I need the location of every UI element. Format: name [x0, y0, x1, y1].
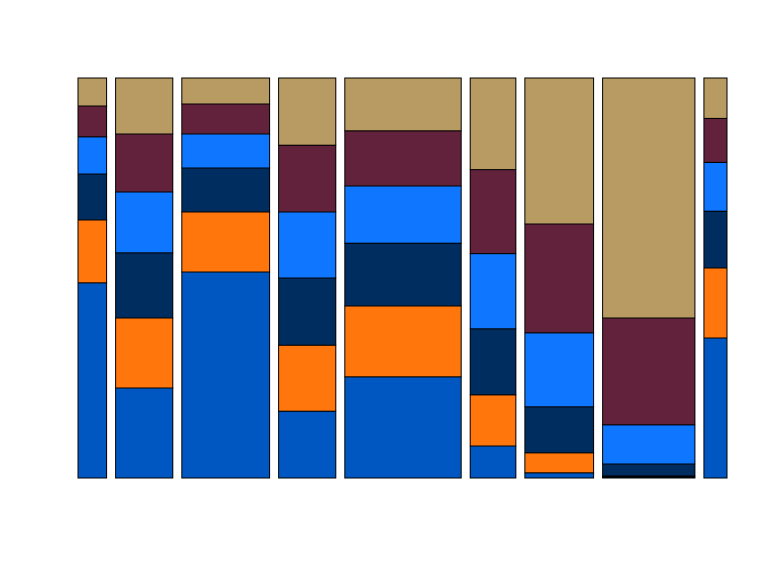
mosaic-segment-c2-s3 — [115, 252, 174, 319]
mosaic-column-8 — [602, 77, 696, 479]
mosaic-segment-c6-s4 — [469, 253, 517, 330]
mosaic-segment-c6-s3 — [469, 328, 517, 396]
mosaic-segment-c4-s1 — [278, 410, 337, 479]
mosaic-segment-c1-s1 — [77, 282, 108, 479]
mosaic-segment-c9-s2 — [703, 267, 728, 339]
mosaic-segment-c5-s3 — [344, 242, 462, 307]
mosaic-segment-c7-s5 — [524, 223, 595, 334]
mosaic-segment-c6-s1 — [469, 445, 517, 479]
mosaic-segment-c4-s6 — [278, 77, 337, 146]
mosaic-segment-c7-s3 — [524, 406, 595, 454]
mosaic-column-2 — [115, 77, 174, 479]
mosaic-segment-c5-s1 — [344, 376, 462, 479]
mosaic-segment-c5-s4 — [344, 185, 462, 244]
mosaic-segment-c5-s2 — [344, 305, 462, 378]
mosaic-segment-c9-s4 — [703, 161, 728, 212]
mosaic-segment-c3-s2 — [181, 211, 271, 273]
mosaic-segment-c8-s6 — [602, 77, 696, 319]
mosaic-segment-c8-s3 — [602, 463, 696, 477]
mosaic-segment-c9-s5 — [703, 117, 728, 163]
mosaic-segment-c2-s4 — [115, 191, 174, 254]
mosaic-segment-c9-s3 — [703, 210, 728, 269]
mosaic-segment-c5-s5 — [344, 130, 462, 187]
mosaic-segment-c4-s4 — [278, 211, 337, 279]
mosaic-segment-c3-s3 — [181, 167, 271, 213]
mosaic-segment-c2-s6 — [115, 77, 174, 135]
mosaic-segment-c1-s6 — [77, 77, 108, 107]
mosaic-column-5 — [344, 77, 462, 479]
mosaic-segment-c9-s1 — [703, 337, 728, 479]
mosaic-segment-c3-s1 — [181, 271, 271, 479]
mosaic-segment-c6-s2 — [469, 394, 517, 447]
mosaic-segment-c2-s2 — [115, 317, 174, 389]
mosaic-segment-c3-s4 — [181, 133, 271, 169]
mosaic-segment-c5-s6 — [344, 77, 462, 132]
mosaic-segment-c7-s4 — [524, 332, 595, 408]
mosaic-segment-c7-s6 — [524, 77, 595, 225]
mosaic-segment-c6-s6 — [469, 77, 517, 171]
mosaic-segment-c2-s1 — [115, 387, 174, 479]
mosaic-segment-c8-s4 — [602, 424, 696, 465]
mosaic-column-1 — [77, 77, 108, 479]
mosaic-segment-c7-s2 — [524, 452, 595, 474]
mosaic-segment-c4-s5 — [278, 144, 337, 213]
mosaic-segment-c2-s5 — [115, 133, 174, 193]
mosaic-segment-c4-s3 — [278, 277, 337, 346]
mosaic-segment-c8-s5 — [602, 317, 696, 426]
mosaic-segment-c3-s5 — [181, 103, 271, 135]
mosaic-segment-c1-s3 — [77, 173, 108, 221]
mosaic-column-7 — [524, 77, 595, 479]
mosaic-column-6 — [469, 77, 517, 479]
mosaic-segment-c4-s2 — [278, 344, 337, 412]
mosaic-column-4 — [278, 77, 337, 479]
mosaic-segment-c1-s5 — [77, 105, 108, 138]
mosaic-segment-c9-s6 — [703, 77, 728, 119]
mosaic-segment-c6-s5 — [469, 169, 517, 255]
mosaic-segment-c1-s2 — [77, 219, 108, 284]
mosaic-segment-c7-s1 — [524, 472, 595, 479]
mosaic-segment-c1-s4 — [77, 136, 108, 175]
mosaic-segment-c3-s6 — [181, 77, 271, 105]
mosaic-column-3 — [181, 77, 271, 479]
mosaic-column-9 — [703, 77, 728, 479]
